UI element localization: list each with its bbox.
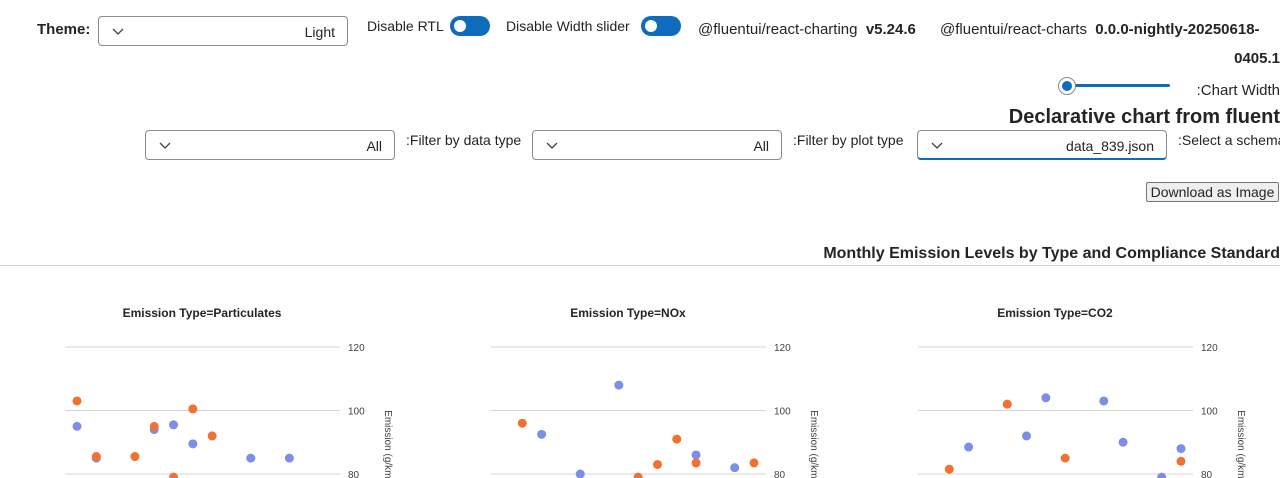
package-info-charting: @fluentui/react-charting v5.24.6 bbox=[698, 21, 916, 38]
y-tick-label: 80 bbox=[1201, 470, 1213, 478]
y-tick-label: 100 bbox=[774, 407, 791, 418]
filter-plot-type-value: All bbox=[753, 138, 769, 154]
filter-plot-type-label: :Filter by plot type bbox=[793, 132, 904, 148]
schema-dropdown-value: data_839.json bbox=[1066, 138, 1154, 154]
scatter-point bbox=[575, 469, 585, 478]
page-heading: Declarative chart from fluent bbox=[1008, 106, 1280, 128]
toggle-knob bbox=[454, 20, 466, 32]
filter-plot-type-dropdown[interactable]: All bbox=[532, 130, 782, 160]
theme-dropdown-value: Light bbox=[304, 24, 335, 40]
divider bbox=[0, 265, 1280, 266]
rtl-toggle[interactable] bbox=[450, 16, 490, 36]
panel-title: Emission Type=Particulates bbox=[123, 306, 282, 320]
rtl-label: Disable RTL bbox=[367, 18, 444, 34]
toggle-knob bbox=[645, 20, 657, 32]
scatter-point bbox=[130, 452, 140, 462]
scatter-point bbox=[517, 418, 527, 428]
scatter-point bbox=[91, 452, 101, 462]
scatter-point bbox=[169, 472, 179, 478]
package-name: @fluentui/react-charting bbox=[698, 21, 858, 38]
scatter-point bbox=[1060, 453, 1070, 463]
schema-dropdown[interactable]: data_839.json bbox=[917, 130, 1167, 160]
panel-title: Emission Type=CO2 bbox=[997, 306, 1113, 320]
scatter-point bbox=[652, 459, 662, 469]
scatter-point bbox=[633, 472, 643, 478]
chart-title: Monthly Emission Levels by Type and Comp… bbox=[823, 245, 1280, 262]
filter-data-type-dropdown[interactable]: All bbox=[145, 130, 395, 160]
y-tick-label: 80 bbox=[348, 470, 360, 478]
schema-label: :Select a schema bbox=[1178, 132, 1280, 148]
download-image-button[interactable]: Download as Image bbox=[1146, 182, 1279, 202]
chart-width-label: :Chart Width bbox=[1196, 82, 1280, 99]
scatter-point bbox=[284, 453, 294, 463]
scatter-point bbox=[72, 396, 82, 406]
y-tick-label: 120 bbox=[348, 343, 365, 354]
scatter-point bbox=[1099, 396, 1109, 406]
filter-data-type-value: All bbox=[366, 138, 382, 154]
scatter-point bbox=[1157, 472, 1167, 478]
y-tick-label: 100 bbox=[348, 407, 365, 418]
scatter-point bbox=[944, 464, 954, 474]
scatter-point bbox=[1041, 393, 1051, 403]
y-axis-label: Emission (g/km) bbox=[382, 410, 393, 478]
scatter-point bbox=[691, 450, 701, 460]
package-version: v5.24.6 bbox=[865, 21, 916, 38]
scatter-point bbox=[1176, 456, 1186, 466]
y-axis-label: Emission (g/km) bbox=[808, 410, 819, 478]
theme-label: Theme: bbox=[37, 21, 91, 38]
package-version: 0.0.0-nightly-20250618- bbox=[1095, 21, 1260, 38]
package-name: @fluentui/react-charts bbox=[940, 21, 1087, 38]
y-axis-label: Emission (g/km) bbox=[1235, 410, 1246, 478]
chart-width-slider-thumb[interactable] bbox=[1058, 77, 1076, 95]
scatter-point bbox=[672, 434, 682, 444]
scatter-point bbox=[1176, 444, 1186, 454]
scatter-point bbox=[1118, 437, 1128, 447]
y-tick-label: 120 bbox=[774, 343, 791, 354]
y-tick-label: 80 bbox=[774, 470, 786, 478]
filter-data-type-label: :Filter by data type bbox=[406, 132, 522, 148]
scatter-point bbox=[149, 421, 159, 431]
chevron-down-icon bbox=[112, 28, 124, 35]
scatter-point bbox=[537, 429, 547, 439]
scatter-point bbox=[72, 421, 82, 431]
scatter-point bbox=[964, 442, 974, 452]
chart-width-slider-track[interactable] bbox=[1068, 84, 1170, 87]
scatter-point bbox=[749, 458, 759, 468]
scatter-point bbox=[188, 404, 198, 414]
package-version-line2: 0405.1 bbox=[1234, 50, 1280, 67]
chart-area: Emission Type=Particulates 120 100 80 Emissi… bbox=[65, 306, 1246, 478]
package-version-continued: 0405.1 bbox=[1234, 50, 1280, 67]
width-slider-toggle[interactable] bbox=[641, 16, 681, 36]
theme-dropdown[interactable]: Light bbox=[98, 16, 348, 46]
package-info-charts: @fluentui/react-charts 0.0.0-nightly-202… bbox=[940, 21, 1260, 38]
scatter-point bbox=[730, 463, 740, 473]
scatter-point bbox=[169, 420, 179, 430]
scatter-point bbox=[188, 439, 198, 449]
panel-title: Emission Type=NOx bbox=[570, 306, 686, 320]
scatter-point bbox=[207, 431, 217, 441]
scatter-point bbox=[1022, 431, 1032, 441]
scatter-point bbox=[246, 453, 256, 463]
chevron-down-icon bbox=[546, 142, 558, 149]
scatter-point bbox=[1002, 399, 1012, 409]
y-tick-label: 120 bbox=[1201, 343, 1218, 354]
scatter-point bbox=[691, 458, 701, 468]
chevron-down-icon bbox=[159, 142, 171, 149]
y-tick-label: 100 bbox=[1201, 407, 1218, 418]
width-slider-label: Disable Width slider bbox=[506, 18, 630, 34]
chevron-down-icon bbox=[931, 142, 943, 149]
scatter-point bbox=[614, 380, 624, 390]
